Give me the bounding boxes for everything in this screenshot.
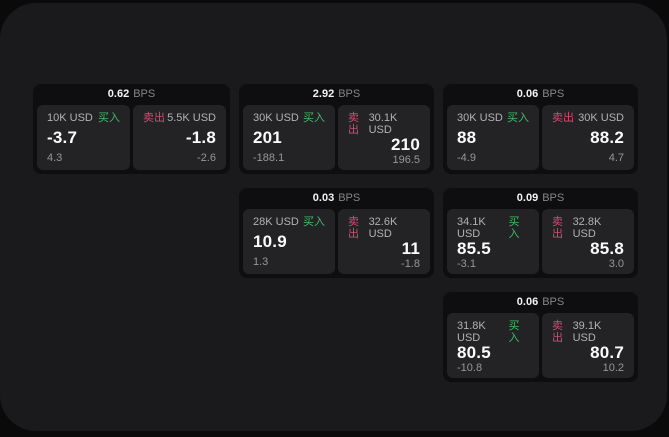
- card-body: 34.1K USD 买入 85.5 -3.1 卖出 32.8K USD 85.8…: [447, 209, 634, 274]
- buy-label: 买入: [303, 112, 325, 124]
- quote-cards-grid: 0.62 BPS 10K USD 买入 -3.7 4.3 卖出 5.5K USD…: [33, 84, 638, 382]
- sell-price: 85.8: [590, 239, 624, 258]
- sell-panel[interactable]: 卖出 5.5K USD -1.8 -2.6: [133, 105, 226, 170]
- quote-card: 0.62 BPS 10K USD 买入 -3.7 4.3 卖出 5.5K USD…: [33, 84, 230, 174]
- card-header-spread: 0.09 BPS: [447, 188, 634, 209]
- quote-card: 0.09 BPS 34.1K USD 买入 85.5 -3.1 卖出 32.8K…: [443, 188, 638, 278]
- spread-value: 0.09: [516, 192, 539, 204]
- sell-amount: 30.1K USD: [368, 112, 398, 136]
- card-header-spread: 0.62 BPS: [37, 84, 226, 105]
- sell-price: 210: [391, 135, 420, 154]
- quote-card: 0.06 BPS 31.8K USD 买入 80.5 -10.8 卖出 39.1…: [443, 292, 638, 382]
- card-body: 28K USD 买入 10.9 1.3 卖出 32.6K USD 11 -1.8: [243, 209, 430, 274]
- sell-amount: 39.1K USD: [572, 320, 602, 344]
- buy-price: 80.5: [457, 343, 491, 362]
- sell-label: 卖出: [348, 216, 359, 240]
- buy-price: 85.5: [457, 239, 491, 258]
- card-body: 30K USD 买入 201 -188.1 卖出 30.1K USD 210 1…: [243, 105, 430, 170]
- buy-sub-value: -3.1: [457, 258, 476, 270]
- sell-price: 80.7: [590, 343, 624, 362]
- sell-label: 卖出: [143, 112, 165, 124]
- buy-amount: 30K USD: [457, 112, 503, 124]
- card-body: 10K USD 买入 -3.7 4.3 卖出 5.5K USD -1.8 -2.…: [37, 105, 226, 170]
- buy-amount: 31.8K USD: [457, 320, 486, 344]
- spread-unit: BPS: [542, 192, 565, 204]
- sell-sub-value: 3.0: [608, 258, 624, 270]
- sell-label: 卖出: [552, 216, 563, 240]
- sell-amount: 5.5K USD: [167, 112, 216, 124]
- sell-amount: 32.8K USD: [572, 216, 602, 240]
- card-body: 30K USD 买入 88 -4.9 卖出 30K USD 88.2 4.7: [447, 105, 634, 170]
- sell-price: -1.8: [185, 128, 216, 147]
- buy-panel[interactable]: 10K USD 买入 -3.7 4.3: [37, 105, 130, 170]
- buy-sub-value: -4.9: [457, 152, 476, 164]
- card-header-spread: 0.06 BPS: [447, 292, 634, 313]
- buy-panel[interactable]: 30K USD 买入 88 -4.9: [447, 105, 539, 170]
- buy-amount: 28K USD: [253, 216, 299, 228]
- sell-panel[interactable]: 卖出 39.1K USD 80.7 10.2: [542, 313, 634, 378]
- sell-sub-value: 10.2: [602, 362, 624, 374]
- sell-sub-value: -2.6: [197, 152, 216, 164]
- buy-label: 买入: [303, 216, 325, 228]
- app-window: 0.62 BPS 10K USD 买入 -3.7 4.3 卖出 5.5K USD…: [0, 3, 667, 431]
- buy-sub-value: -10.8: [457, 362, 483, 374]
- buy-label: 买入: [508, 216, 520, 240]
- spread-unit: BPS: [338, 192, 361, 204]
- sell-label: 卖出: [552, 320, 563, 344]
- buy-price: 88: [457, 128, 477, 147]
- buy-panel[interactable]: 34.1K USD 买入 85.5 -3.1: [447, 209, 539, 274]
- sell-sub-value: 4.7: [608, 152, 624, 164]
- sell-price: 11: [401, 239, 420, 258]
- quote-card: 0.03 BPS 28K USD 买入 10.9 1.3 卖出 32.6K US…: [239, 188, 434, 278]
- card-body: 31.8K USD 买入 80.5 -10.8 卖出 39.1K USD 80.…: [447, 313, 634, 378]
- spread-unit: BPS: [338, 88, 361, 100]
- spread-unit: BPS: [133, 88, 156, 100]
- sell-panel[interactable]: 卖出 32.8K USD 85.8 3.0: [542, 209, 634, 274]
- sell-panel[interactable]: 卖出 32.6K USD 11 -1.8: [338, 209, 430, 274]
- sell-panel[interactable]: 卖出 30K USD 88.2 4.7: [542, 105, 634, 170]
- buy-sub-value: -188.1: [253, 152, 285, 164]
- sell-label: 卖出: [552, 112, 574, 124]
- spread-unit: BPS: [542, 296, 565, 308]
- spread-value: 2.92: [312, 88, 335, 100]
- sell-amount: 30K USD: [578, 112, 624, 124]
- buy-amount: 34.1K USD: [457, 216, 486, 240]
- spread-value: 0.06: [516, 296, 539, 308]
- sell-sub-value: 196.5: [392, 154, 420, 166]
- buy-label: 买入: [508, 320, 520, 344]
- buy-price: 10.9: [253, 232, 287, 251]
- sell-label: 卖出: [348, 112, 359, 136]
- card-header-spread: 0.06 BPS: [447, 84, 634, 105]
- spread-value: 0.62: [107, 88, 130, 100]
- buy-label: 买入: [507, 112, 529, 124]
- sell-panel[interactable]: 卖出 30.1K USD 210 196.5: [338, 105, 430, 170]
- sell-amount: 32.6K USD: [368, 216, 398, 240]
- spread-value: 0.03: [312, 192, 335, 204]
- quote-card: 2.92 BPS 30K USD 买入 201 -188.1 卖出 30.1K …: [239, 84, 434, 174]
- card-header-spread: 2.92 BPS: [243, 84, 430, 105]
- buy-sub-value: 1.3: [253, 256, 269, 268]
- buy-panel[interactable]: 30K USD 买入 201 -188.1: [243, 105, 335, 170]
- buy-label: 买入: [98, 112, 120, 124]
- buy-panel[interactable]: 31.8K USD 买入 80.5 -10.8: [447, 313, 539, 378]
- buy-amount: 10K USD: [47, 112, 93, 124]
- sell-sub-value: -1.8: [401, 258, 420, 270]
- spread-unit: BPS: [542, 88, 565, 100]
- buy-amount: 30K USD: [253, 112, 299, 124]
- sell-price: 88.2: [590, 128, 624, 147]
- card-header-spread: 0.03 BPS: [243, 188, 430, 209]
- buy-price: 201: [253, 128, 282, 147]
- quote-card: 0.06 BPS 30K USD 买入 88 -4.9 卖出 30K USD 8…: [443, 84, 638, 174]
- spread-value: 0.06: [516, 88, 539, 100]
- buy-panel[interactable]: 28K USD 买入 10.9 1.3: [243, 209, 335, 274]
- buy-price: -3.7: [47, 128, 78, 147]
- buy-sub-value: 4.3: [47, 152, 63, 164]
